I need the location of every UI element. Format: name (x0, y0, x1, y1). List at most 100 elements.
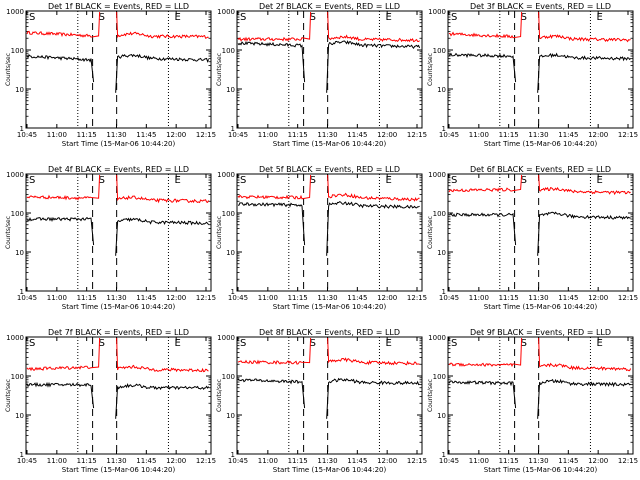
y-tick-label: 100 (433, 373, 446, 381)
x-tick-label: 12:15 (618, 457, 638, 465)
start-marker-label: S (310, 338, 316, 349)
x-tick-label: 12:15 (618, 294, 638, 302)
plot-frame (447, 173, 634, 292)
panel-det-9: Det 9f BLACK = Events, RED = LLD Counts/s… (427, 328, 638, 474)
x-tick-label: 11:00 (258, 294, 278, 302)
panel-det-1: Det 1f BLACK = Events, RED = LLD Counts/s… (5, 2, 216, 148)
start-marker-label: S (521, 175, 527, 186)
y-axis-label: Counts/sec (427, 216, 434, 249)
x-axis-label: Start Time (15-Mar-06 10:44:20) (484, 140, 598, 148)
start-marker-label: S (310, 175, 316, 186)
y-tick-label: 100 (11, 210, 24, 218)
series-line-lld (448, 11, 523, 39)
series-line-lld (448, 337, 523, 368)
x-tick-label: 11:30 (106, 131, 126, 139)
y-tick-label: 10 (15, 86, 24, 94)
y-axis-label: Counts/sec (5, 379, 12, 412)
x-tick-label: 11:00 (47, 294, 67, 302)
y-tick-label: 1 (231, 288, 235, 296)
series-line-events (537, 52, 631, 93)
x-tick-label: 11:45 (136, 131, 156, 139)
series-line-lld (538, 337, 632, 372)
x-axis-label: Start Time (15-Mar-06 10:44:20) (484, 466, 598, 474)
x-tick-label: 11:15 (499, 294, 519, 302)
panel-det-3: Det 3f BLACK = Events, RED = LLD Counts/s… (427, 2, 638, 148)
series-line-lld (116, 174, 210, 204)
y-axis-label: Counts/sec (5, 53, 12, 86)
x-tick-label: 11:15 (499, 131, 519, 139)
x-tick-label: 11:00 (47, 457, 67, 465)
y-tick-label: 1000 (428, 334, 446, 342)
y-tick-label: 10 (226, 249, 235, 257)
y-tick-label: 10 (226, 412, 235, 420)
x-tick-label: 12:15 (196, 294, 216, 302)
end-marker-label: E (386, 338, 392, 349)
x-tick-label: 11:00 (47, 131, 67, 139)
chart-title: Det 8f BLACK = Events, RED = LLD (259, 328, 400, 337)
y-tick-label: 1000 (6, 334, 24, 342)
x-tick-label: 11:45 (558, 294, 578, 302)
x-tick-label: 11:15 (499, 457, 519, 465)
x-axis-label: Start Time (15-Mar-06 10:44:20) (273, 140, 387, 148)
y-tick-label: 10 (437, 86, 446, 94)
plot-frame (236, 173, 423, 292)
x-tick-label: 11:30 (106, 294, 126, 302)
series-line-lld (538, 174, 631, 196)
x-tick-label: 10:45 (439, 294, 459, 302)
x-tick-label: 12:15 (196, 457, 216, 465)
series-line-events (237, 202, 306, 246)
start-marker-label: S (310, 12, 316, 23)
start-marker-label: S (29, 175, 35, 186)
y-tick-label: 1 (20, 451, 24, 459)
x-tick-label: 11:45 (558, 131, 578, 139)
x-axis-label: Start Time (15-Mar-06 10:44:20) (273, 303, 387, 311)
x-tick-label: 12:00 (166, 131, 186, 139)
x-tick-label: 12:15 (407, 457, 427, 465)
x-tick-label: 11:15 (77, 457, 97, 465)
series-line-events (26, 216, 95, 246)
x-tick-label: 11:30 (317, 294, 337, 302)
x-tick-label: 12:00 (588, 457, 608, 465)
y-tick-label: 100 (222, 47, 235, 55)
y-tick-label: 1 (442, 288, 446, 296)
end-marker-label: E (175, 12, 181, 23)
start-marker-label: S (451, 338, 457, 349)
x-tick-label: 12:15 (618, 131, 638, 139)
x-tick-label: 11:00 (469, 457, 489, 465)
x-tick-label: 11:00 (469, 131, 489, 139)
plot-frame (447, 336, 634, 455)
x-tick-label: 12:00 (588, 294, 608, 302)
y-axis-label: Counts/sec (427, 379, 434, 412)
series-line-events (326, 40, 421, 93)
y-tick-label: 1000 (6, 8, 24, 16)
chart-title: Det 3f BLACK = Events, RED = LLD (470, 2, 611, 11)
y-tick-label: 1 (231, 451, 235, 459)
y-tick-label: 1000 (428, 171, 446, 179)
y-tick-label: 1 (442, 451, 446, 459)
series-line-lld (26, 174, 101, 201)
start-marker-label: S (451, 175, 457, 186)
end-marker-label: E (175, 338, 181, 349)
series-line-lld (538, 11, 631, 43)
y-axis-label: Counts/sec (427, 53, 434, 86)
start-marker-label: S (29, 12, 35, 23)
plot-frame (25, 173, 212, 292)
series-line-events (537, 211, 631, 256)
x-tick-label: 10:45 (17, 457, 37, 465)
y-tick-label: 1000 (428, 8, 446, 16)
x-tick-label: 11:30 (317, 131, 337, 139)
y-tick-label: 100 (11, 47, 24, 55)
start-marker-label: S (521, 12, 527, 23)
y-tick-label: 100 (222, 373, 235, 381)
y-tick-label: 1000 (217, 8, 235, 16)
series-line-lld (327, 11, 420, 43)
y-tick-label: 100 (222, 210, 235, 218)
x-tick-label: 12:15 (407, 294, 427, 302)
y-tick-label: 1 (231, 125, 235, 133)
y-tick-label: 10 (15, 249, 24, 257)
y-tick-label: 1 (20, 288, 24, 296)
series-line-events (448, 212, 517, 246)
series-line-lld (26, 11, 101, 38)
plot-frame (236, 10, 423, 129)
x-tick-label: 11:30 (528, 294, 548, 302)
